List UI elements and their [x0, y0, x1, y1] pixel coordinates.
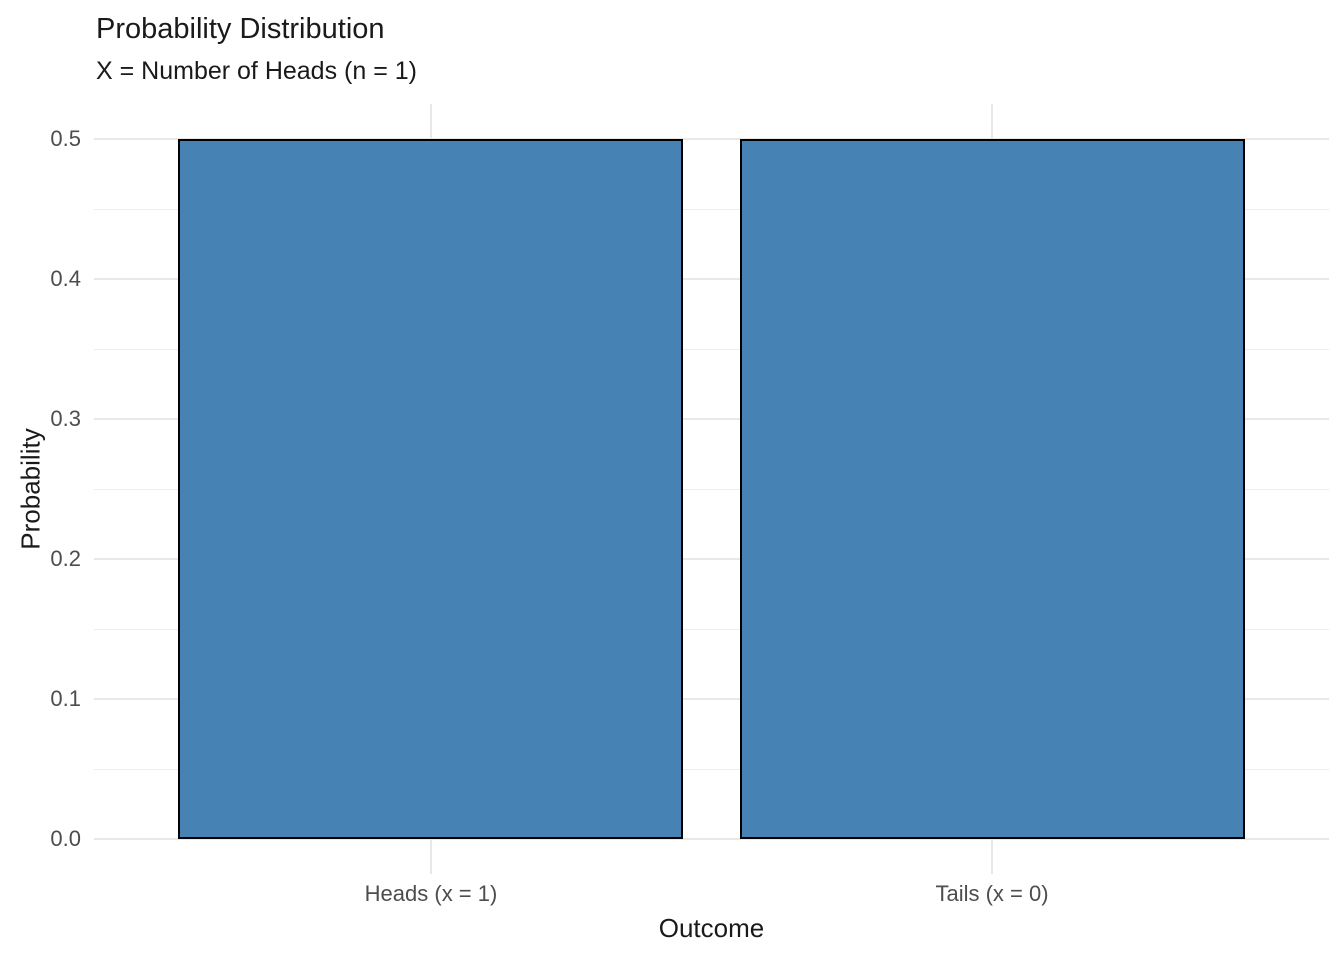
plot-panel: [94, 104, 1329, 874]
y-tick-label: 0.2: [50, 546, 81, 571]
y-tick-label: 0.3: [50, 406, 81, 431]
y-tick-label: 0.5: [50, 126, 81, 151]
y-tick-label: 0.4: [50, 266, 81, 291]
chart-title: Probability Distribution: [96, 13, 385, 45]
x-tick-label: Tails (x = 0): [935, 881, 1049, 906]
y-tick-label: 0.1: [50, 686, 81, 711]
gridline-major: [94, 138, 1329, 140]
gridline-minor: [94, 209, 1329, 210]
gridline-minor: [94, 629, 1329, 630]
gridline-major: [94, 418, 1329, 420]
gridline-minor: [94, 489, 1329, 490]
x-tick-label: Heads (x = 1): [364, 881, 498, 906]
gridline-major: [94, 838, 1329, 840]
bar: [740, 139, 1245, 839]
y-axis-labels: 0.0 0.1 0.2 0.3 0.4 0.5: [0, 104, 81, 874]
x-axis-labels: Heads (x = 1) Tails (x = 0): [94, 882, 1329, 908]
x-axis-title: Outcome: [658, 913, 765, 943]
gridline-major: [94, 558, 1329, 560]
bar: [178, 139, 683, 839]
gridline-major: [94, 278, 1329, 280]
y-tick-label: 0.0: [50, 826, 81, 851]
chart-subtitle: X = Number of Heads (n = 1): [96, 57, 417, 85]
gridline-major: [94, 698, 1329, 700]
y-axis-title: Probability: [15, 428, 46, 550]
gridline-minor: [94, 349, 1329, 350]
gridline-minor: [94, 769, 1329, 770]
